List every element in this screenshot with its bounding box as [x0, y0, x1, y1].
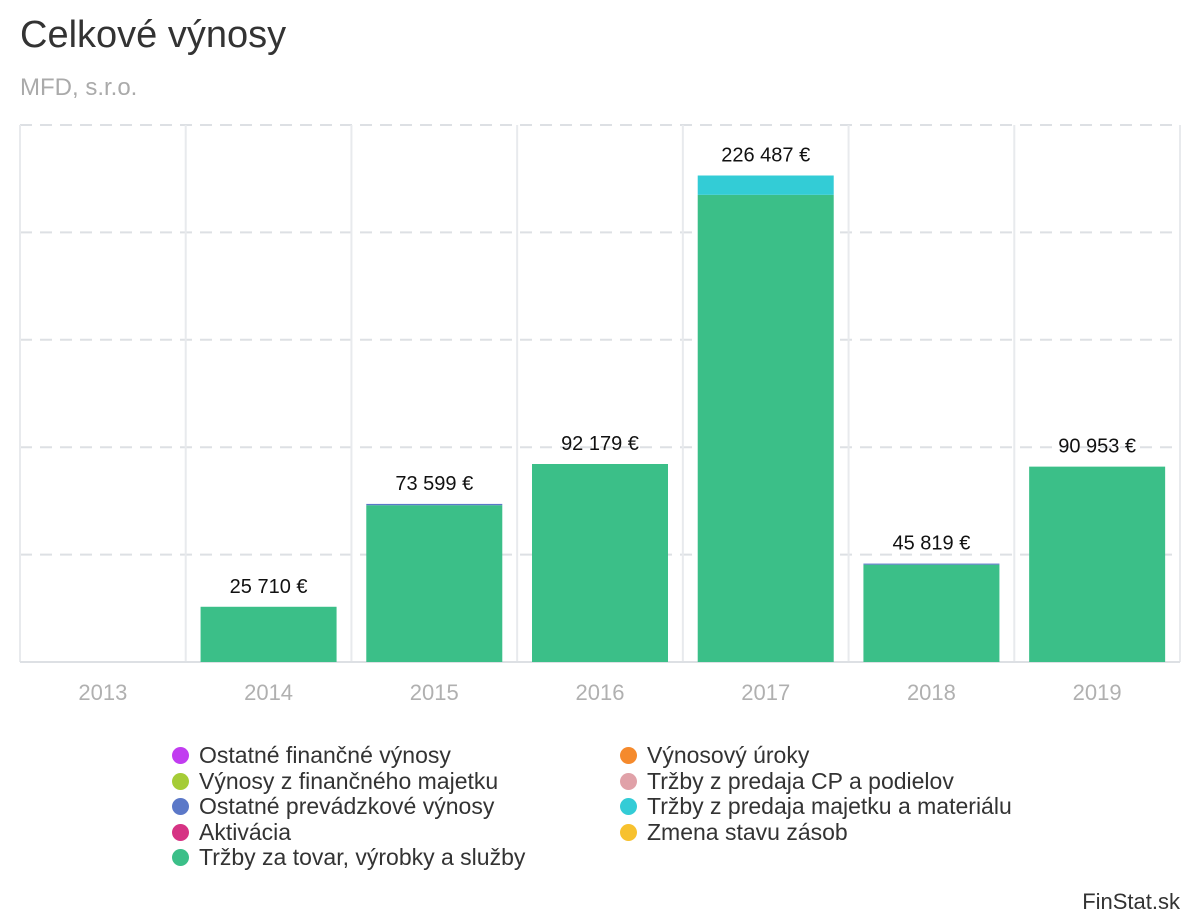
legend-color-dot — [172, 798, 189, 815]
bar-segment — [1029, 466, 1166, 662]
x-tick-label: 2015 — [410, 680, 459, 705]
legend-label: Ostatné prevádzkové výnosy — [199, 793, 495, 819]
x-tick-label: 2013 — [78, 680, 127, 705]
bar-total-label: 73 599 € — [395, 473, 473, 495]
finstat-credit[interactable]: FinStat.sk — [1082, 889, 1180, 914]
legend-label: Tržby z predaja CP a podielov — [647, 767, 954, 794]
bar-segment — [697, 194, 834, 662]
bar-total-label: 25 710 € — [230, 576, 308, 598]
legend-label: Aktivácia — [199, 818, 292, 845]
bar-segment — [863, 564, 1000, 662]
legend-color-dot — [172, 823, 189, 841]
x-tick-label: 2018 — [907, 680, 956, 705]
legend-item[interactable]: Aktivácia — [172, 819, 291, 846]
legend-item[interactable]: Tržby za tovar, výrobky a služby — [172, 844, 525, 871]
legend-item[interactable]: Výnosový úroky — [620, 742, 809, 769]
legend-color-dot — [620, 772, 637, 790]
bar-segment — [532, 463, 668, 662]
legend-item[interactable]: Ostatné finančné výnosy — [172, 742, 451, 769]
legend-label: Výnosový úroky — [647, 742, 810, 768]
bar-total-label: 226 487 € — [721, 145, 810, 167]
legend-color-dot — [620, 798, 637, 815]
bar-segment — [366, 503, 503, 506]
legend-label: Zmena stavu zásob — [647, 818, 848, 845]
legend-color-dot — [172, 747, 189, 764]
chart-subtitle: MFD, s.r.o. — [20, 74, 138, 101]
bar-total-label: 45 819 € — [892, 533, 970, 555]
legend-label: Tržby za tovar, výrobky a služby — [199, 844, 526, 870]
bar-total-label: 92 179 € — [561, 433, 639, 455]
bar-total-label: 90 953 € — [1058, 436, 1136, 458]
legend-color-dot — [172, 849, 189, 866]
legend-label: Ostatné finančné výnosy — [199, 742, 451, 768]
legend-item[interactable]: Výnosy z finančného majetku — [172, 768, 498, 795]
legend-item[interactable]: Ostatné prevádzkové výnosy — [172, 793, 494, 820]
bar-segment — [366, 505, 503, 662]
chart-legend: Ostatné finančné výnosy Výnosový úroky Výn… — [172, 742, 1072, 877]
legend-item[interactable]: Tržby z predaja CP a podielov — [620, 768, 954, 795]
legend-color-dot — [620, 823, 637, 841]
legend-color-dot — [172, 772, 189, 790]
bar-segment — [697, 175, 834, 195]
chart-plot: 2013 25 710 € 2014 73 599 € 2015 92 179 € 2016… — [19, 124, 1181, 705]
x-tick-label: 2016 — [576, 680, 625, 705]
legend-item[interactable]: Zmena stavu zásob — [620, 819, 848, 846]
legend-label: Tržby z predaja majetku a materiálu — [647, 793, 1012, 819]
chart-title: Celkové výnosy — [20, 14, 287, 56]
bar-segment — [200, 606, 337, 662]
x-tick-label: 2014 — [244, 680, 293, 705]
legend-color-dot — [620, 747, 637, 764]
bar-segment — [863, 563, 1000, 565]
legend-label: Výnosy z finančného majetku — [199, 767, 499, 794]
x-tick-label: 2017 — [741, 680, 790, 705]
x-tick-label: 2019 — [1073, 680, 1122, 705]
legend-item[interactable]: Tržby z predaja majetku a materiálu — [620, 793, 1012, 820]
